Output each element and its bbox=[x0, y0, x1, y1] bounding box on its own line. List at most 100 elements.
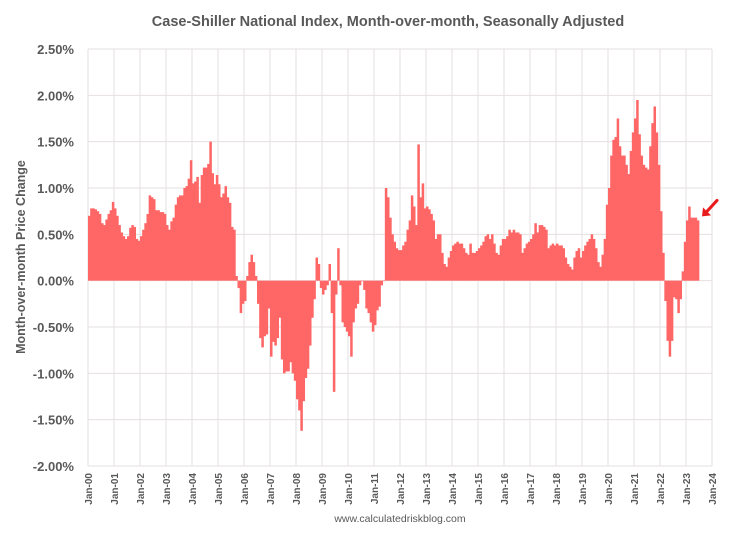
bar bbox=[504, 238, 507, 281]
bar bbox=[458, 243, 462, 281]
bar bbox=[692, 217, 696, 281]
bar bbox=[302, 280, 306, 402]
bar bbox=[317, 263, 321, 281]
bar bbox=[560, 245, 563, 281]
bar bbox=[278, 280, 282, 318]
x-tick-label: Jan-13 bbox=[422, 473, 433, 505]
bar bbox=[202, 167, 206, 281]
bar bbox=[579, 257, 583, 281]
bar bbox=[207, 163, 210, 281]
x-tick-label: Jan-15 bbox=[474, 473, 485, 505]
bar bbox=[426, 206, 429, 281]
bar bbox=[534, 223, 537, 281]
bar bbox=[690, 217, 693, 281]
bar bbox=[118, 225, 121, 281]
bar bbox=[159, 212, 163, 281]
bar bbox=[101, 223, 104, 281]
bar bbox=[122, 236, 126, 281]
bar bbox=[525, 243, 529, 281]
bar bbox=[322, 280, 325, 295]
bar bbox=[506, 236, 509, 281]
bar bbox=[638, 134, 641, 281]
bar bbox=[400, 250, 403, 281]
bar bbox=[634, 118, 637, 281]
y-axis-label: Month-over-month Price Change bbox=[14, 160, 28, 354]
bar bbox=[105, 219, 108, 281]
bar bbox=[285, 280, 288, 372]
bar bbox=[614, 137, 618, 281]
x-tick-label: Jan-03 bbox=[162, 473, 173, 505]
bar bbox=[146, 213, 150, 281]
bar bbox=[423, 208, 427, 281]
bar bbox=[657, 164, 661, 281]
bar bbox=[642, 164, 646, 281]
x-tick-label: Jan-17 bbox=[526, 473, 537, 505]
x-tick-label: Jan-09 bbox=[318, 473, 329, 505]
bar bbox=[168, 229, 171, 281]
bar bbox=[289, 280, 293, 363]
bar bbox=[584, 245, 587, 281]
x-tick-label: Jan-19 bbox=[578, 473, 589, 505]
bar bbox=[445, 266, 449, 281]
bar bbox=[209, 141, 212, 281]
bar bbox=[218, 184, 221, 281]
y-axis-ticks: 2.50% 2.00% 1.50% 1.00% 0.50% 0.00% -0.50% -1.0… bbox=[33, 42, 75, 474]
bar bbox=[133, 226, 137, 281]
bar bbox=[621, 155, 624, 281]
bar bbox=[683, 241, 687, 281]
bar bbox=[644, 167, 648, 281]
bar bbox=[187, 178, 191, 281]
bar bbox=[432, 220, 436, 281]
y-tick-label: 0.00% bbox=[37, 274, 74, 289]
bar bbox=[462, 248, 466, 281]
bar bbox=[558, 245, 561, 281]
y-tick-label: -1.50% bbox=[33, 413, 75, 428]
bar bbox=[452, 245, 455, 281]
bar bbox=[326, 280, 329, 286]
bar bbox=[382, 280, 386, 282]
bar bbox=[226, 197, 230, 281]
bar bbox=[380, 280, 384, 286]
bars bbox=[88, 99, 700, 431]
bar bbox=[348, 280, 351, 337]
bar bbox=[389, 217, 392, 281]
bar bbox=[677, 280, 680, 314]
bar bbox=[337, 248, 340, 281]
bar bbox=[166, 225, 169, 281]
bar bbox=[640, 155, 644, 281]
x-tick-label: Jan-10 bbox=[344, 473, 355, 505]
bar bbox=[246, 276, 249, 281]
bar bbox=[681, 271, 685, 281]
bar bbox=[577, 248, 581, 281]
bar bbox=[590, 234, 594, 281]
y-tick-label: 0.50% bbox=[37, 227, 74, 242]
bar bbox=[402, 245, 405, 281]
bar bbox=[592, 238, 596, 281]
bar bbox=[198, 202, 202, 281]
bar bbox=[163, 213, 167, 281]
bar bbox=[350, 280, 353, 357]
bar bbox=[88, 215, 91, 281]
bar bbox=[150, 197, 154, 281]
x-tick-label: Jan-21 bbox=[630, 473, 641, 505]
bar bbox=[395, 248, 399, 281]
bar bbox=[434, 238, 438, 281]
bar bbox=[276, 280, 280, 339]
bar bbox=[649, 146, 652, 281]
bar bbox=[324, 280, 327, 290]
bar bbox=[109, 210, 113, 281]
bar bbox=[501, 238, 505, 281]
bar bbox=[668, 280, 672, 357]
bar bbox=[352, 280, 355, 323]
bar bbox=[293, 280, 297, 381]
bar bbox=[365, 280, 368, 309]
x-tick-label: Jan-04 bbox=[188, 473, 199, 505]
bar bbox=[205, 167, 208, 281]
x-tick-label: Jan-14 bbox=[448, 473, 459, 505]
bar bbox=[153, 199, 156, 281]
bar bbox=[540, 225, 544, 281]
bar bbox=[666, 280, 670, 341]
bar bbox=[449, 251, 453, 281]
bar bbox=[662, 252, 665, 281]
y-tick-label: 2.50% bbox=[37, 42, 74, 57]
